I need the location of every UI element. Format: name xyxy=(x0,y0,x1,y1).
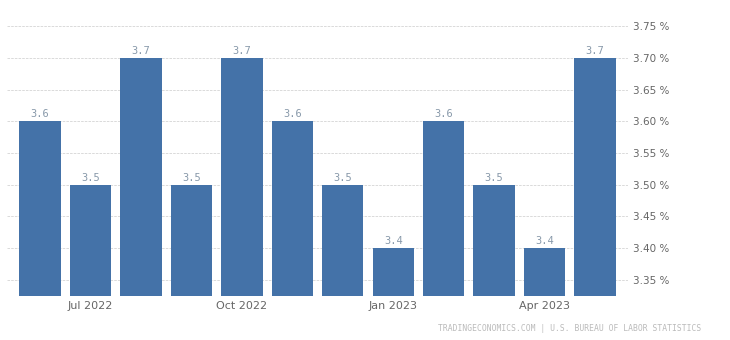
Text: 3.7: 3.7 xyxy=(232,46,251,56)
Text: 3.7: 3.7 xyxy=(131,46,150,56)
Text: 3.5: 3.5 xyxy=(334,173,352,183)
Bar xyxy=(575,58,615,340)
Bar xyxy=(70,185,111,340)
Text: 3.4: 3.4 xyxy=(535,236,554,246)
Bar xyxy=(474,185,515,340)
Text: 3.7: 3.7 xyxy=(585,46,604,56)
Text: 3.4: 3.4 xyxy=(384,236,403,246)
Text: 3.6: 3.6 xyxy=(434,109,453,119)
Text: 3.6: 3.6 xyxy=(31,109,50,119)
Text: 3.6: 3.6 xyxy=(283,109,301,119)
Bar xyxy=(272,121,313,340)
Bar xyxy=(221,58,263,340)
Text: TRADINGECONOMICS.COM | U.S. BUREAU OF LABOR STATISTICS: TRADINGECONOMICS.COM | U.S. BUREAU OF LA… xyxy=(437,324,701,333)
Bar xyxy=(120,58,161,340)
Text: 3.5: 3.5 xyxy=(485,173,504,183)
Text: 3.5: 3.5 xyxy=(182,173,201,183)
Bar xyxy=(423,121,464,340)
Bar xyxy=(171,185,212,340)
Bar xyxy=(322,185,364,340)
Bar xyxy=(372,248,414,340)
Bar xyxy=(20,121,61,340)
Bar xyxy=(524,248,565,340)
Text: 3.5: 3.5 xyxy=(81,173,100,183)
